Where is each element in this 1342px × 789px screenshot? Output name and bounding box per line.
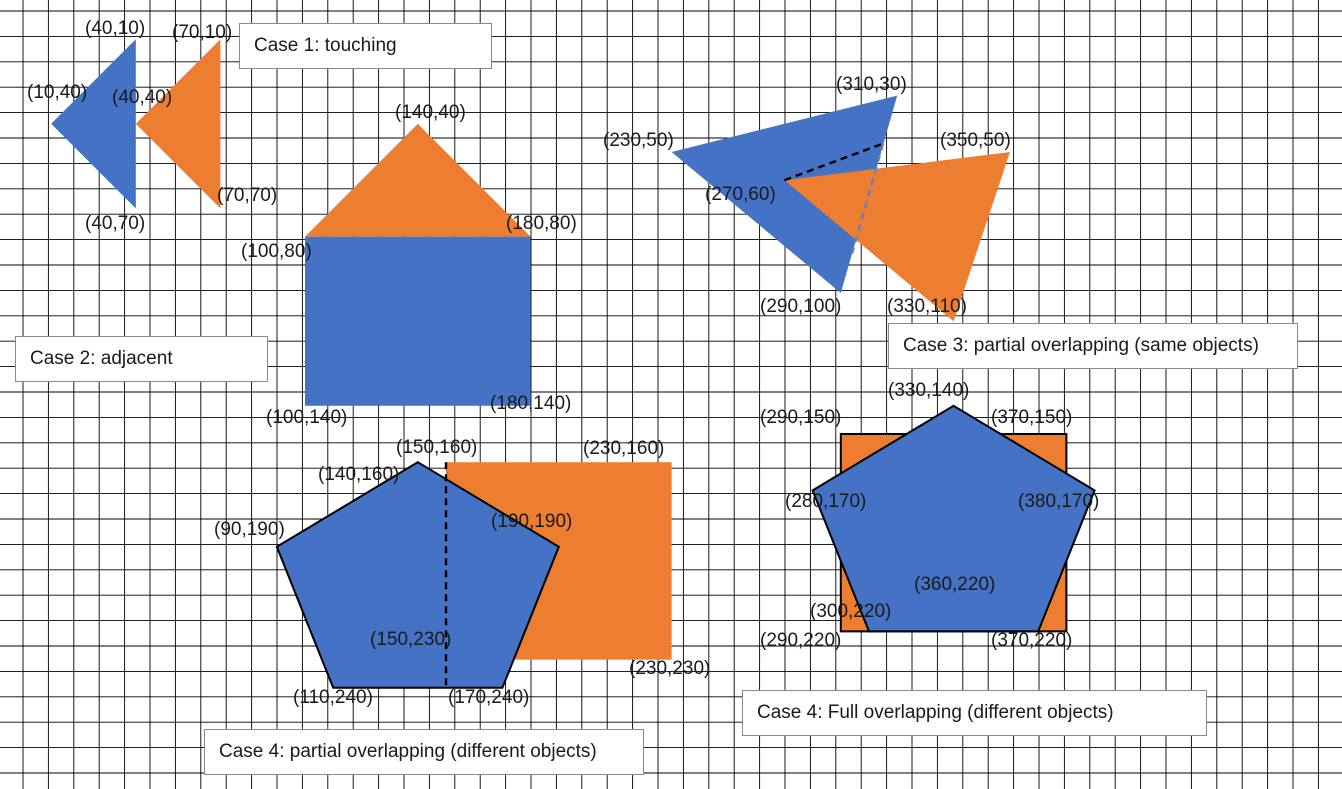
case-touching-caption: Case 1: touching (239, 23, 492, 69)
coordinate-label: (110,240) (293, 687, 373, 708)
case-adjacent-caption: Case 2: adjacent (15, 336, 268, 382)
coordinate-label: (150,230) (370, 629, 451, 650)
case3-hidden-edge-top (783, 142, 884, 182)
coordinate-label: (180,80) (506, 213, 577, 234)
coordinate-label: (40,70) (85, 213, 145, 234)
c2-blue-rectangle (305, 236, 531, 406)
coordinate-label: (100,140) (266, 407, 347, 428)
case-partial-different-caption: Case 4: partial overlapping (different o… (204, 729, 644, 775)
coordinate-label: (330,110) (887, 296, 967, 317)
coordinate-label: (370,150) (991, 407, 1072, 428)
coordinate-label: (140,160) (318, 464, 399, 485)
coordinate-labels: (40,10) (70,10) (10,40) (40,40) (70,70) (40,7… (27, 18, 1099, 708)
coordinate-label: (300,220) (810, 601, 891, 622)
c2-orange-triangle (305, 123, 531, 237)
coordinate-label: (330,140) (888, 380, 969, 401)
coordinate-label: (10,40) (27, 82, 87, 103)
coordinate-label: (70,70) (217, 185, 277, 206)
case-full-different-caption: Case 4: Full overlapping (different obje… (742, 690, 1207, 736)
c1-blue-triangle (51, 39, 136, 209)
shapes-layer (51, 39, 1096, 689)
c3-orange-triangle (784, 152, 1010, 322)
coordinate-label: (100,80) (241, 241, 312, 262)
coordinate-label: (40,40) (112, 87, 172, 108)
c4b-blue-pentagon (811, 404, 1096, 633)
case-partial-same-caption: Case 3: partial overlapping (same object… (888, 323, 1298, 369)
coordinate-label: (90,190) (214, 519, 285, 540)
coordinate-label: (360,220) (914, 574, 995, 595)
coordinate-label: (290,100) (760, 296, 841, 317)
coordinate-label: (190,190) (491, 511, 572, 532)
coordinate-label: (280,170) (785, 491, 866, 512)
coordinate-label: (380,170) (1018, 491, 1099, 512)
coordinate-label: (370,220) (991, 630, 1072, 651)
coordinate-label: (180,140) (490, 393, 571, 414)
c1-orange-triangle (135, 39, 221, 209)
c3-blue-triangle (671, 95, 898, 293)
coordinate-label: (230,160) (583, 438, 664, 459)
c4a-blue-pentagon (275, 461, 561, 689)
coordinate-label: (40,10) (85, 18, 145, 39)
coordinate-label: (310,30) (836, 74, 907, 95)
coordinate-label: (170,240) (448, 687, 529, 708)
coordinate-label: (290,220) (760, 630, 841, 651)
coordinate-label: (230,50) (603, 130, 674, 151)
coordinate-label: (270,60) (705, 184, 776, 205)
coordinate-label: (350,50) (940, 130, 1011, 151)
coordinate-label: (150,160) (396, 437, 477, 458)
coordinate-label: (230,230) (629, 658, 710, 679)
coordinate-label: (290,150) (760, 407, 841, 428)
coordinate-label: (70,10) (172, 22, 232, 43)
overlap-dashed-lines (444, 142, 885, 688)
coordinate-label: (140,40) (395, 102, 466, 123)
